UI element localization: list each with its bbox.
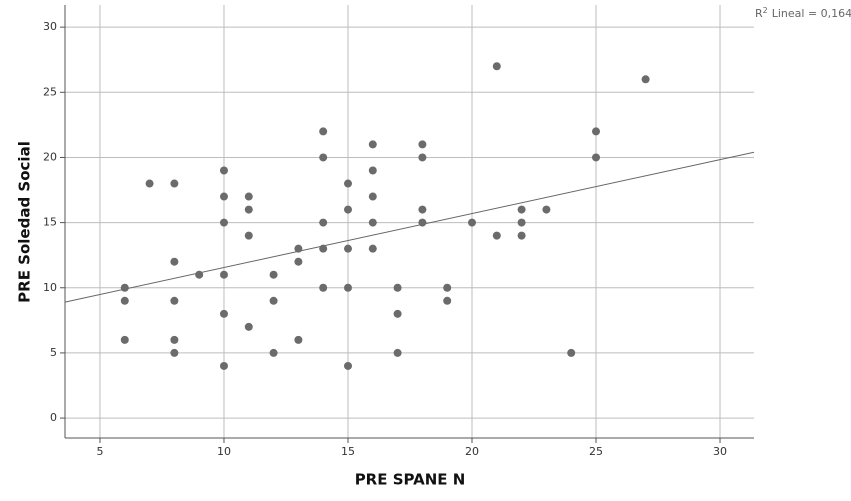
point (170, 335, 179, 344)
point (319, 153, 328, 162)
y-tick-label: 10 (43, 281, 57, 294)
point (244, 322, 253, 331)
point (319, 244, 328, 253)
point (468, 218, 477, 227)
point (368, 166, 377, 175)
point (294, 244, 303, 253)
point (120, 335, 129, 344)
point (269, 348, 278, 357)
point (269, 296, 278, 305)
point (343, 244, 352, 253)
point (195, 270, 204, 279)
x-tick-label: 30 (713, 445, 727, 458)
point (343, 361, 352, 370)
point (492, 62, 501, 71)
y-tick-label: 15 (43, 216, 57, 229)
point (393, 309, 402, 318)
fit-label: R2 Lineal = 0,164 (755, 6, 851, 21)
point (517, 218, 526, 227)
x-tick-label: 25 (589, 445, 603, 458)
point (219, 166, 228, 175)
point (393, 283, 402, 292)
point (145, 179, 154, 188)
y-tick-label: 20 (43, 150, 57, 163)
point (542, 205, 551, 214)
point (443, 283, 452, 292)
point (269, 270, 278, 279)
point (368, 244, 377, 253)
point (517, 231, 526, 240)
fit-label-text: Lineal = 0,164 (772, 7, 851, 20)
point (319, 283, 328, 292)
point (443, 296, 452, 305)
y-tick-label: 5 (50, 346, 57, 359)
y-tick-label: 0 (50, 411, 57, 424)
point (393, 348, 402, 357)
point (368, 218, 377, 227)
y-axis-title: PRE Soledad Social (16, 141, 34, 303)
fit-label-sup: 2 (763, 6, 768, 15)
point (170, 348, 179, 357)
point (592, 127, 601, 136)
point (219, 192, 228, 201)
point (244, 205, 253, 214)
point (170, 179, 179, 188)
point (244, 231, 253, 240)
point (368, 140, 377, 149)
fit-line (64, 151, 755, 303)
point (244, 192, 253, 201)
point (418, 153, 427, 162)
point (294, 335, 303, 344)
point (418, 218, 427, 227)
point (343, 205, 352, 214)
point (170, 296, 179, 305)
point (418, 140, 427, 149)
point (219, 218, 228, 227)
x-tick-label: 5 (96, 445, 103, 458)
y-tick-label: 30 (43, 20, 57, 33)
x-tick-label: 15 (341, 445, 355, 458)
point (517, 205, 526, 214)
point (641, 75, 650, 84)
x-tick-label: 20 (465, 445, 479, 458)
point (294, 257, 303, 266)
point (219, 361, 228, 370)
x-axis-title: PRE SPANE N (355, 471, 466, 489)
point (343, 283, 352, 292)
point (120, 283, 129, 292)
point (319, 218, 328, 227)
x-tick-label: 10 (217, 445, 231, 458)
point (368, 192, 377, 201)
point (418, 205, 427, 214)
point (319, 127, 328, 136)
point (120, 296, 129, 305)
point (592, 153, 601, 162)
point (219, 309, 228, 318)
point (492, 231, 501, 240)
y-tick-label: 25 (43, 85, 57, 98)
point (219, 270, 228, 279)
point (567, 348, 576, 357)
fit-label-base: R (755, 7, 763, 20)
point (343, 179, 352, 188)
point (170, 257, 179, 266)
